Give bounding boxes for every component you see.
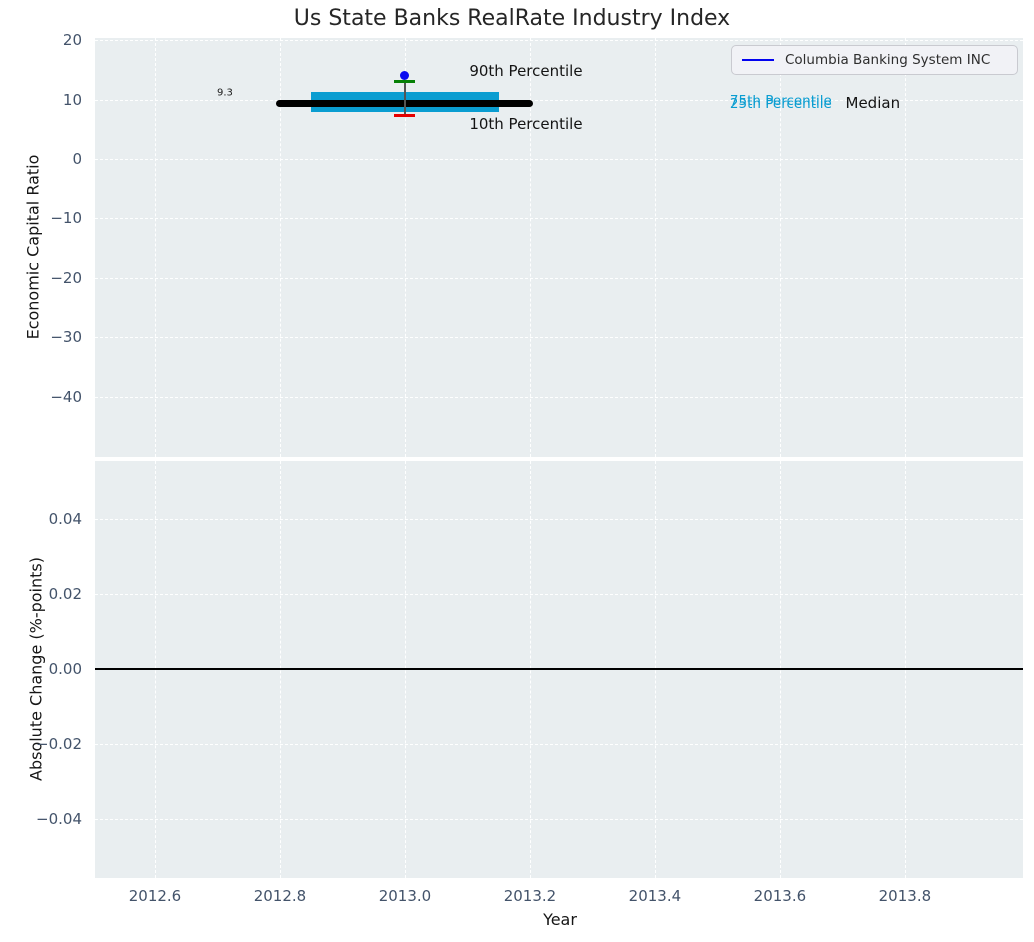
chart-annotation: Median — [845, 94, 901, 113]
y-tick-label: 10 — [62, 90, 82, 109]
x-tick-label: 2013.2 — [503, 887, 557, 905]
y-tick-label: 0.00 — [48, 660, 82, 679]
x-tick-label: 2012.6 — [128, 887, 182, 905]
company-point — [400, 70, 410, 80]
y-gridline — [95, 396, 1023, 398]
x-gridline — [654, 38, 656, 457]
y-tick-label: −0.04 — [36, 810, 82, 829]
legend-line-sample — [742, 58, 774, 62]
chart-annotation: 9.3 — [217, 87, 233, 99]
y-gridline — [95, 744, 1023, 746]
y-gridline — [95, 594, 1023, 596]
p10-whisker — [394, 114, 416, 118]
x-tick-label: 2012.8 — [253, 887, 307, 905]
chart-annotation: 10th Percentile — [469, 114, 583, 133]
whisker-connector — [404, 81, 406, 116]
y-tick-label: 0.04 — [48, 510, 82, 529]
y-tick-label: −30 — [50, 328, 82, 347]
legend-series-label: Columbia Banking System INC — [785, 52, 991, 68]
x-gridline — [904, 38, 906, 457]
legend: Columbia Banking System INC — [731, 45, 1018, 75]
x-gridline — [779, 38, 781, 457]
chart-title: Us State Banks RealRate Industry Index — [293, 6, 731, 31]
x-gridline — [529, 38, 531, 457]
x-gridline — [154, 38, 156, 457]
y-tick-label: −20 — [50, 268, 82, 287]
y-gridline — [95, 40, 1023, 42]
y-tick-label: 0.02 — [48, 585, 82, 604]
x-tick-label: 2013.8 — [878, 887, 932, 905]
x-gridline — [404, 38, 406, 457]
y-tick-label: 0 — [72, 149, 82, 168]
p90-whisker — [394, 80, 416, 84]
y-gridline — [95, 819, 1023, 821]
x-tick-label: 2013.0 — [378, 887, 432, 905]
y-gridline — [95, 277, 1023, 279]
y-tick-label: 20 — [62, 31, 82, 50]
y-gridline — [95, 218, 1023, 220]
y-gridline — [95, 99, 1023, 101]
zero-line — [95, 668, 1023, 670]
chart-annotation: 75th Percentile — [729, 92, 832, 109]
x-tick-label: 2013.6 — [753, 887, 807, 905]
bottom-panel-plot-area — [95, 461, 1023, 878]
x-tick-label: 2013.4 — [628, 887, 682, 905]
chart-annotation: 25th Percentile — [729, 96, 832, 113]
top-panel-plot-area: 9.3 90th Percentile 10th Percentile 75th Pe… — [95, 38, 1023, 457]
y-gridline — [95, 337, 1023, 339]
chart-annotation: 90th Percentile — [469, 61, 583, 80]
y-gridline — [95, 519, 1023, 521]
top-y-axis-label: Economic Capital Ratio — [23, 154, 43, 340]
y-tick-label: −40 — [50, 387, 82, 406]
x-axis-label: Year — [543, 910, 577, 929]
x-gridline — [279, 38, 281, 457]
y-gridline — [95, 158, 1023, 160]
y-tick-label: −10 — [50, 209, 82, 228]
y-tick-label: −0.02 — [36, 735, 82, 754]
